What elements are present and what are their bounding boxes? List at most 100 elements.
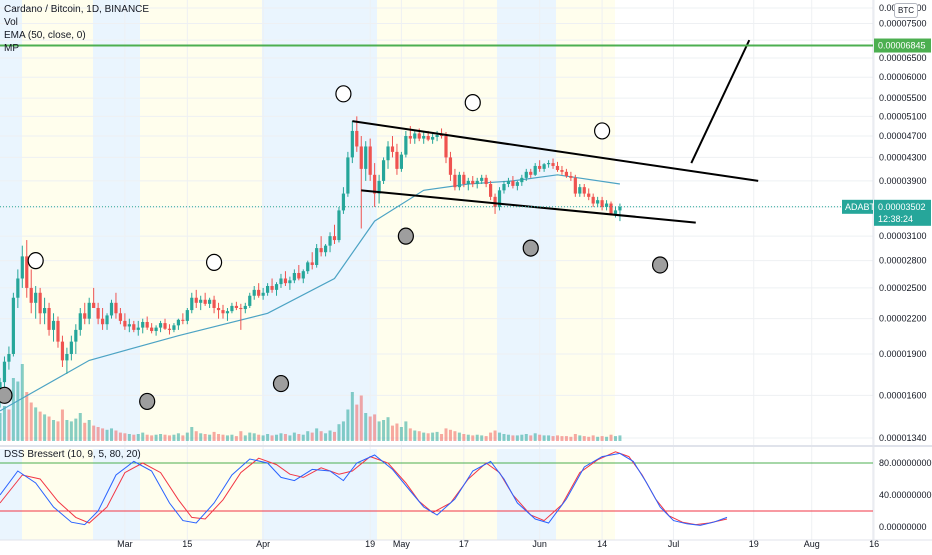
candle-19 bbox=[83, 302, 87, 325]
candle-body-128 bbox=[569, 176, 573, 178]
hollow-marker-1 bbox=[205, 253, 223, 271]
volume-bar-40 bbox=[176, 433, 180, 441]
volume-bar-113 bbox=[502, 434, 506, 441]
volume-bar-76 bbox=[337, 424, 341, 441]
candle-body-41 bbox=[181, 319, 185, 321]
symbol-tag bbox=[842, 199, 873, 214]
volume-bar-87 bbox=[386, 417, 390, 441]
candle-26 bbox=[114, 292, 118, 319]
volume-bar-23 bbox=[101, 428, 105, 441]
candle-1 bbox=[2, 356, 7, 388]
candle-11 bbox=[47, 302, 51, 336]
candle-90 bbox=[399, 151, 403, 172]
volume-bar-111 bbox=[493, 430, 497, 441]
volume-bar-97 bbox=[431, 432, 435, 441]
candle-body-50 bbox=[221, 310, 225, 314]
candle-86 bbox=[381, 157, 386, 185]
candle-43 bbox=[190, 292, 194, 314]
candle-body-64 bbox=[283, 278, 288, 284]
candle-body-54 bbox=[239, 307, 243, 310]
candle-38 bbox=[167, 324, 172, 335]
candle-body-69 bbox=[306, 262, 310, 272]
candle-29 bbox=[127, 318, 131, 333]
candle-body-51 bbox=[225, 311, 230, 314]
candle-89 bbox=[395, 143, 399, 175]
candle-73 bbox=[323, 244, 328, 257]
volume-bar-79 bbox=[350, 392, 354, 441]
volume-bar-71 bbox=[315, 428, 319, 441]
candle-body-33 bbox=[145, 321, 149, 328]
filled-marker-0 bbox=[0, 386, 13, 404]
candle-body-80 bbox=[355, 130, 359, 147]
oscillator-title[interactable]: DSS Bressert (10, 9, 5, 80, 20) bbox=[4, 449, 141, 460]
currency-badge[interactable]: BTC bbox=[894, 3, 918, 18]
indicator-vol[interactable]: Vol bbox=[4, 17, 18, 28]
candle-body-133 bbox=[591, 196, 595, 204]
indicator-ema[interactable]: EMA (50, close, 0) bbox=[4, 30, 86, 41]
candle-body-27 bbox=[118, 313, 123, 321]
volume-bar-19 bbox=[83, 422, 87, 441]
volume-bar-92 bbox=[408, 428, 412, 441]
candle-body-82 bbox=[364, 146, 368, 169]
candle-91 bbox=[404, 130, 408, 158]
candle-16 bbox=[69, 335, 73, 361]
volume-bar-22 bbox=[96, 427, 100, 441]
volume-bar-96 bbox=[426, 433, 430, 441]
osc-stripe-1 bbox=[22, 449, 93, 540]
candle-30 bbox=[132, 320, 136, 333]
candle-120 bbox=[533, 163, 537, 177]
candle-77 bbox=[341, 187, 346, 214]
candle-body-2 bbox=[7, 353, 11, 362]
volume-bar-135 bbox=[600, 436, 604, 441]
volume-bar-51 bbox=[225, 435, 229, 441]
candle-body-16 bbox=[69, 341, 73, 354]
candle-body-17 bbox=[74, 329, 78, 342]
candle-body-11 bbox=[47, 307, 51, 330]
last-price-label: 0.00003502 bbox=[878, 202, 926, 212]
volume-bar-55 bbox=[243, 435, 247, 441]
volume-bar-78 bbox=[346, 409, 350, 441]
price-stripe-2 bbox=[93, 0, 140, 440]
candle-15 bbox=[65, 347, 69, 374]
candle-88 bbox=[390, 136, 395, 158]
price-tick-1: 0.00007500 bbox=[879, 19, 927, 29]
candle-126 bbox=[560, 165, 564, 175]
candle-110 bbox=[489, 180, 493, 201]
price-tick-6: 0.00005100 bbox=[879, 111, 927, 121]
candle-body-55 bbox=[243, 305, 247, 310]
candle-body-88 bbox=[390, 146, 395, 152]
candle-body-1 bbox=[2, 361, 7, 383]
volume-bar-102 bbox=[453, 431, 457, 441]
candle-body-46 bbox=[203, 299, 207, 304]
volume-bar-47 bbox=[208, 434, 212, 441]
candle-79 bbox=[350, 121, 354, 164]
candle-body-120 bbox=[533, 165, 537, 175]
volume-bar-68 bbox=[301, 434, 305, 441]
candle-body-105 bbox=[466, 180, 470, 185]
chart-title: Cardano / Bitcoin, 1D, BINANCE bbox=[4, 4, 150, 15]
candle-57 bbox=[252, 286, 256, 300]
candle-128 bbox=[569, 171, 573, 181]
candle-body-31 bbox=[136, 327, 140, 330]
volume-bar-21 bbox=[92, 425, 96, 441]
candle-53 bbox=[234, 301, 238, 311]
volume-bar-77 bbox=[341, 421, 345, 441]
last-price-tag bbox=[874, 199, 931, 226]
volume-bar-83 bbox=[368, 416, 372, 441]
candle-6 bbox=[25, 240, 29, 298]
candle-body-132 bbox=[587, 193, 591, 197]
volume-bar-8 bbox=[34, 407, 38, 441]
candle-body-63 bbox=[279, 278, 283, 285]
indicator-mp[interactable]: MP bbox=[4, 43, 19, 54]
candle-body-20 bbox=[87, 302, 91, 319]
candle-body-15 bbox=[65, 353, 69, 361]
candle-body-98 bbox=[435, 134, 439, 138]
volume-bar-80 bbox=[355, 404, 359, 441]
volume-bar-108 bbox=[480, 435, 484, 441]
volume-bar-18 bbox=[78, 413, 82, 441]
candle-54 bbox=[239, 303, 243, 330]
candle-body-22 bbox=[96, 307, 100, 319]
candle-body-13 bbox=[56, 320, 60, 342]
